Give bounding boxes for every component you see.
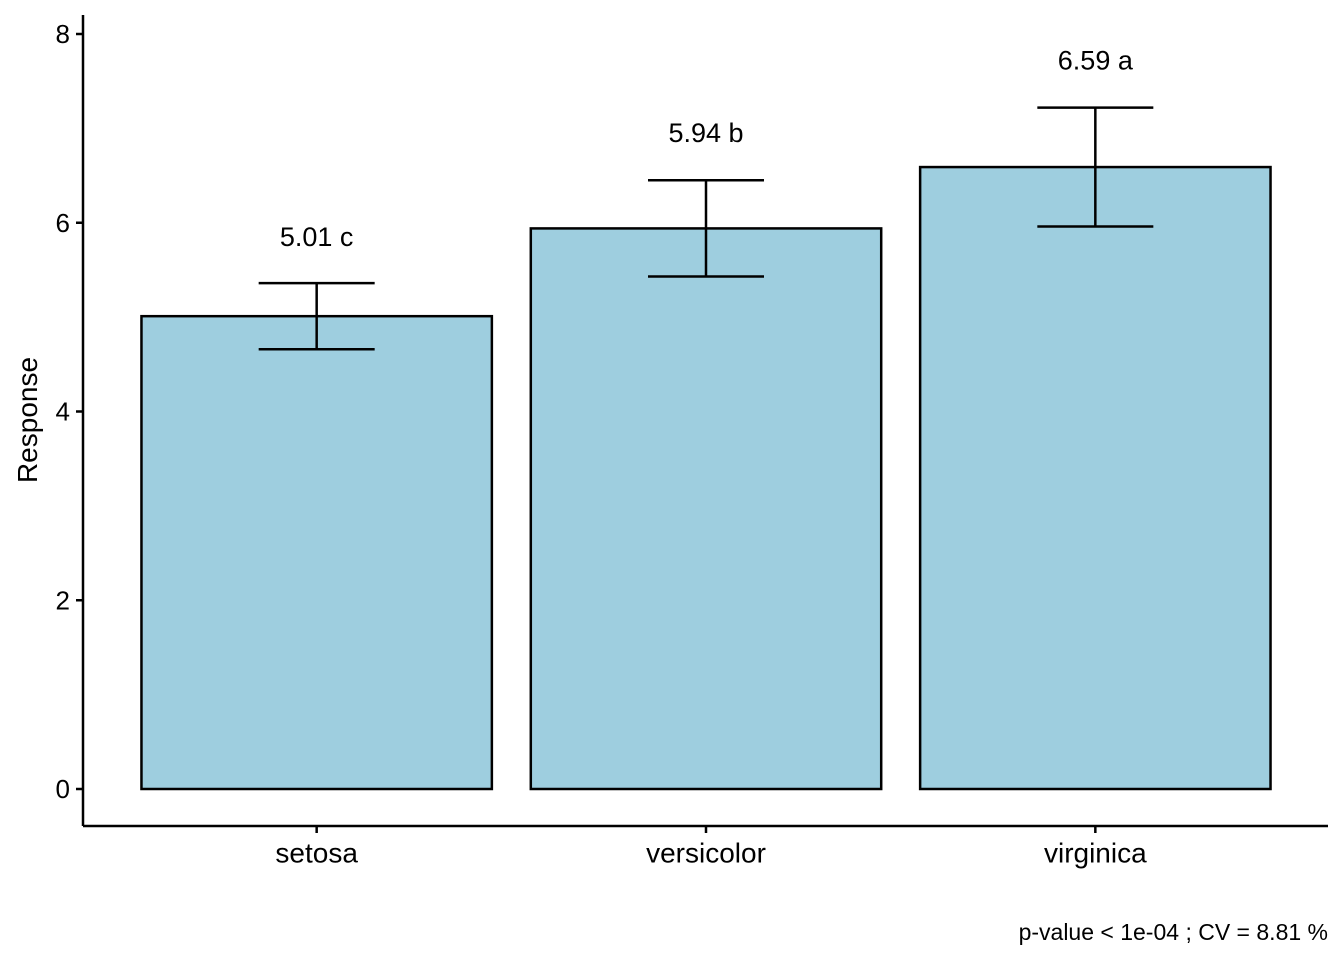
y-tick-label-2: 2 xyxy=(56,585,70,615)
y-tick-label-8: 8 xyxy=(56,19,70,49)
y-axis-title: Response xyxy=(12,357,43,483)
data-label-versicolor: 5.94 b xyxy=(668,118,743,148)
x-axis: setosa versicolor virginica xyxy=(83,824,1328,869)
y-tick-label-4: 4 xyxy=(56,397,70,427)
bar-virginica xyxy=(918,165,1272,791)
data-label-setosa: 5.01 c xyxy=(280,222,354,252)
x-tick-label-versicolor: versicolor xyxy=(646,838,766,869)
y-tick-label-0: 0 xyxy=(56,774,70,804)
bar-labels-group: 5.01 c 5.94 b 6.59 a xyxy=(280,45,1134,251)
error-bars-group xyxy=(258,106,1154,351)
bar-setosa xyxy=(140,314,494,791)
data-label-virginica: 6.59 a xyxy=(1058,45,1134,75)
bar-versicolor xyxy=(529,227,883,791)
x-tick-label-virginica: virginica xyxy=(1044,838,1147,869)
caption-text: p-value < 1e-04 ; CV = 8.81 % xyxy=(1019,919,1328,945)
x-tick-label-setosa: setosa xyxy=(275,838,358,869)
y-tick-label-6: 6 xyxy=(56,208,70,238)
y-axis: 0 2 4 6 8 xyxy=(56,15,85,826)
